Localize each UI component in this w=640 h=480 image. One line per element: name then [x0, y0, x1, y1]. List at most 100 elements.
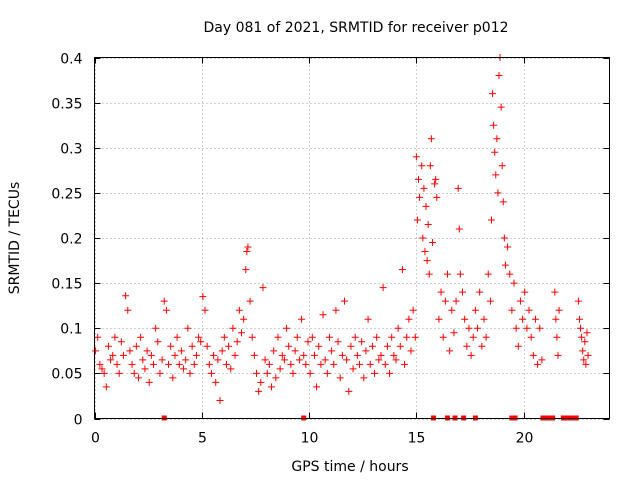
data-point	[134, 374, 142, 382]
data-point	[465, 324, 473, 332]
data-point	[231, 351, 239, 359]
y-tick-label: 0	[74, 413, 83, 429]
data-point	[107, 356, 115, 364]
y-tick-label: 0.1	[60, 322, 82, 338]
data-point	[334, 338, 342, 346]
data-point	[139, 356, 147, 364]
data-point	[364, 315, 372, 323]
data-point	[394, 324, 402, 332]
data-point	[259, 284, 267, 292]
data-point	[582, 360, 590, 368]
data-point	[554, 351, 562, 359]
data-point	[499, 198, 507, 206]
data-point	[353, 351, 361, 359]
data-point	[158, 356, 166, 364]
data-point	[467, 351, 475, 359]
data-point	[491, 148, 499, 156]
data-point	[115, 369, 123, 377]
data-point	[310, 351, 318, 359]
data-point	[177, 347, 185, 355]
data-point	[392, 356, 400, 364]
data-point	[441, 297, 449, 305]
data-point	[321, 356, 329, 364]
data-point	[152, 324, 160, 332]
data-point	[495, 72, 503, 80]
data-point	[317, 360, 325, 368]
data-point	[418, 162, 426, 170]
data-point	[375, 356, 383, 364]
data-point	[306, 369, 314, 377]
data-point	[137, 333, 145, 341]
data-point	[581, 338, 589, 346]
x-tick-label: 10	[301, 431, 319, 447]
data-point	[92, 347, 100, 355]
data-point	[295, 356, 303, 364]
data-point	[205, 360, 213, 368]
data-point	[351, 333, 359, 341]
data-point	[578, 333, 586, 341]
data-point	[330, 360, 338, 368]
data-point	[343, 356, 351, 364]
data-point	[276, 365, 284, 373]
data-point	[358, 338, 366, 346]
data-point	[427, 135, 435, 143]
data-point	[345, 387, 353, 395]
data-point	[486, 297, 494, 305]
data-point	[119, 351, 127, 359]
data-point	[463, 342, 471, 350]
data-point	[426, 162, 434, 170]
data-point	[278, 351, 286, 359]
data-point	[328, 347, 336, 355]
plot-frame	[94, 57, 610, 419]
data-point	[145, 378, 153, 386]
data-point	[313, 383, 321, 391]
data-point	[516, 297, 524, 305]
data-point	[154, 338, 162, 346]
data-point	[439, 333, 447, 341]
data-point	[498, 162, 506, 170]
data-point	[184, 324, 192, 332]
data-point	[268, 383, 276, 391]
data-point	[347, 342, 355, 350]
data-point	[243, 248, 251, 256]
data-point	[319, 311, 327, 319]
data-point	[555, 306, 563, 314]
data-point	[244, 243, 252, 251]
data-point	[583, 329, 591, 337]
x-tick-label: 20	[516, 431, 534, 447]
data-point	[523, 324, 531, 332]
data-point	[423, 257, 431, 265]
data-point	[478, 342, 486, 350]
data-point	[469, 333, 477, 341]
data-point	[289, 369, 297, 377]
data-point	[584, 351, 592, 359]
data-point	[476, 288, 484, 296]
data-point	[579, 347, 587, 355]
data-point	[482, 333, 490, 341]
data-point	[379, 284, 387, 292]
data-point	[456, 270, 464, 278]
data-point	[285, 342, 293, 350]
data-point	[474, 324, 482, 332]
data-point	[298, 315, 306, 323]
data-point	[222, 360, 230, 368]
data-point	[169, 374, 177, 382]
data-point	[534, 360, 542, 368]
data-point	[143, 347, 151, 355]
data-point	[433, 193, 441, 201]
data-point	[100, 369, 108, 377]
data-point	[519, 315, 527, 323]
data-point	[416, 193, 424, 201]
data-point	[494, 189, 502, 197]
data-point	[287, 360, 295, 368]
data-point	[253, 369, 261, 377]
data-point	[132, 342, 140, 350]
data-point	[109, 351, 117, 359]
data-point	[512, 324, 520, 332]
data-point	[214, 356, 222, 364]
data-point	[246, 297, 254, 305]
data-point	[237, 329, 245, 337]
data-point	[255, 387, 263, 395]
data-point	[173, 333, 181, 341]
